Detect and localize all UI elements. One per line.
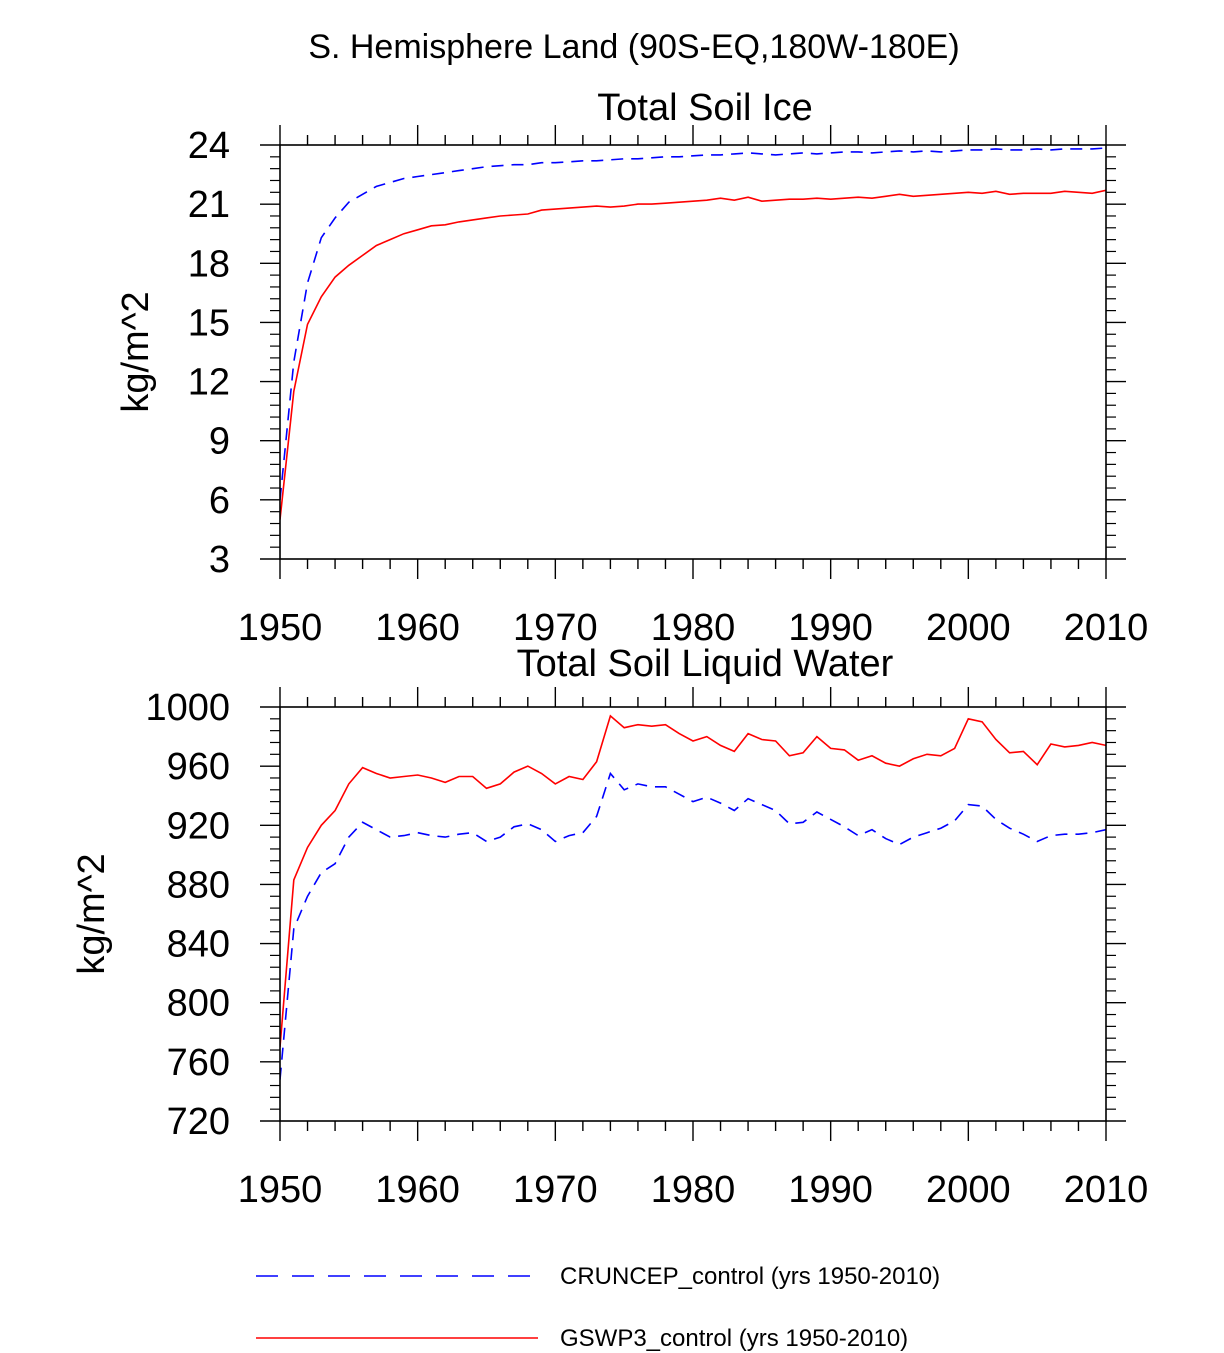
x-tick-label: 2010 bbox=[1064, 1169, 1149, 1211]
x-tick-label: 2000 bbox=[926, 607, 1011, 649]
plot-frame bbox=[279, 144, 1107, 560]
plot-frame bbox=[279, 706, 1107, 1122]
y-tick-label: 1000 bbox=[145, 687, 230, 729]
figure-suptitle: S. Hemisphere Land (90S-EQ,180W-180E) bbox=[308, 28, 959, 66]
y-tick-label: 21 bbox=[188, 184, 230, 226]
x-tick-label: 1950 bbox=[238, 1169, 323, 1211]
x-tick-label: 1990 bbox=[788, 1169, 873, 1211]
y-tick-label: 960 bbox=[167, 746, 230, 788]
x-tick-label: 2000 bbox=[926, 1169, 1011, 1211]
y-tick-label: 9 bbox=[209, 421, 230, 463]
y-tick-label: 3 bbox=[209, 539, 230, 581]
x-tick-label: 2010 bbox=[1064, 607, 1149, 649]
series-line-gswp3 bbox=[280, 714, 1106, 1048]
y-tick-label: 6 bbox=[209, 480, 230, 522]
x-tick-label: 1990 bbox=[788, 607, 873, 649]
y-tick-label: 920 bbox=[167, 805, 230, 847]
x-tick-label: 1970 bbox=[513, 607, 598, 649]
y-tick-label: 18 bbox=[188, 243, 230, 285]
legend-label-gswp3: GSWP3_control (yrs 1950-2010) bbox=[560, 1325, 908, 1352]
series-line-cruncep bbox=[280, 771, 1106, 1080]
legend-item-cruncep: CRUNCEP_control (yrs 1950-2010) bbox=[256, 1263, 940, 1290]
legend: CRUNCEP_control (yrs 1950-2010) GSWP3_co… bbox=[256, 1263, 940, 1352]
x-tick-label: 1980 bbox=[651, 607, 736, 649]
x-tick-label: 1950 bbox=[238, 607, 323, 649]
legend-label-cruncep: CRUNCEP_control (yrs 1950-2010) bbox=[560, 1263, 940, 1290]
y-tick-label: 840 bbox=[167, 924, 230, 966]
x-tick-label: 1960 bbox=[375, 607, 460, 649]
series-line-cruncep bbox=[280, 147, 1106, 500]
y-tick-label: 15 bbox=[188, 302, 230, 344]
series-line-gswp3 bbox=[280, 189, 1106, 520]
x-tick-label: 1970 bbox=[513, 1169, 598, 1211]
panel-total-soil-liquid-water: Total Soil Liquid Water kg/m^2 1950 1960 197… bbox=[71, 643, 1148, 1211]
x-tick-label: 1980 bbox=[651, 1169, 736, 1211]
y-axis-label: kg/m^2 bbox=[115, 291, 157, 412]
y-tick-label: 800 bbox=[167, 983, 230, 1025]
panel-title: Total Soil Liquid Water bbox=[517, 643, 894, 685]
y-tick-label: 760 bbox=[167, 1042, 230, 1084]
y-tick-label: 24 bbox=[188, 125, 230, 167]
y-tick-label: 12 bbox=[188, 362, 230, 404]
y-tick-label: 880 bbox=[167, 864, 230, 906]
panel-total-soil-ice: Total Soil Ice kg/m^2 1950 1960 1970 1980 1990… bbox=[115, 87, 1148, 649]
x-tick-label: 1960 bbox=[375, 1169, 460, 1211]
panel-title: Total Soil Ice bbox=[597, 87, 812, 129]
y-axis-label: kg/m^2 bbox=[71, 853, 113, 974]
y-tick-label: 720 bbox=[167, 1101, 230, 1143]
legend-item-gswp3: GSWP3_control (yrs 1950-2010) bbox=[256, 1325, 908, 1352]
